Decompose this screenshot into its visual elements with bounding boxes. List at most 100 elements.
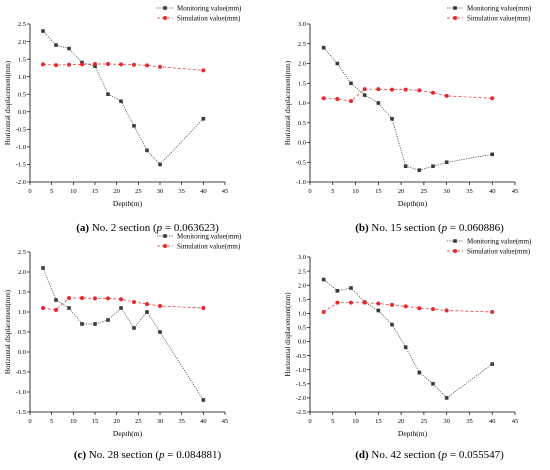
simulation-point <box>54 63 58 68</box>
caption-c-label: (c) <box>73 449 87 461</box>
x-tick-label: 40 <box>200 188 207 195</box>
simulation-point <box>376 301 381 306</box>
legend-simulation-marker <box>163 16 167 20</box>
x-tick-label: 20 <box>113 188 120 195</box>
monitoring-line <box>42 30 204 165</box>
legend-monitoring-marker <box>453 6 457 10</box>
simulation-point <box>362 87 367 92</box>
simulation-point <box>145 63 149 68</box>
y-tick-label: 0.5 <box>18 91 26 98</box>
simulation-line <box>323 302 493 313</box>
x-axis-label: Depth(m) <box>398 199 428 208</box>
x-tick-label: 35 <box>466 418 473 425</box>
caption-a-label: (a) <box>76 222 90 234</box>
monitoring-point <box>376 101 381 105</box>
monitoring-point <box>444 160 449 165</box>
x-tick-label: 15 <box>375 188 382 195</box>
y-tick-label: -1.5 <box>16 409 26 416</box>
x-tick-label: 5 <box>50 418 53 425</box>
x-tick-label: 35 <box>178 188 185 195</box>
x-axis-label: Depth(m) <box>398 429 428 438</box>
simulation-point <box>54 308 58 312</box>
monitoring-point <box>335 289 340 293</box>
x-tick-label: 40 <box>200 418 207 425</box>
y-tick-label: -1.5 <box>16 162 26 169</box>
legend-monitoring-marker <box>453 239 457 243</box>
y-tick-label: 2.5 <box>298 268 306 275</box>
monitoring-point <box>490 362 495 366</box>
monitoring-point <box>444 396 449 400</box>
y-tick-label: 1.0 <box>298 100 306 107</box>
y-tick-label: 2.5 <box>18 249 26 256</box>
monitoring-point <box>431 164 435 168</box>
x-tick-label: 40 <box>489 418 496 425</box>
caption-c-p: p <box>159 449 165 461</box>
x-tick-label: 25 <box>135 188 142 195</box>
simulation-point <box>321 309 326 314</box>
monitoring-point <box>132 326 136 330</box>
monitoring-line <box>323 279 493 399</box>
monitoring-point <box>490 152 495 157</box>
y-tick-label: 1.0 <box>18 74 26 81</box>
caption-b-label: (b) <box>355 222 369 234</box>
x-tick-label: 5 <box>331 418 334 425</box>
simulation-point <box>201 68 206 73</box>
simulation-point <box>321 96 326 101</box>
y-tick-label: 3.0 <box>298 21 306 28</box>
monitoring-point <box>321 277 326 282</box>
chart-panel-b: 0 5 10 15 20 25 30 35 40 45 -1.0 -0.5 0.0 0.5 1.0 1.5 2.… <box>284 5 532 209</box>
y-tick-label: 1.5 <box>18 289 26 296</box>
x-tick-label: 0 <box>308 188 311 195</box>
y-tick-label: -0.5 <box>296 353 306 360</box>
caption-a: (a) No. 2 section (p = 0.063623) <box>40 222 255 234</box>
monitoring-point <box>106 92 110 97</box>
y-axis-label: Horizontal displacement(mm) <box>284 292 292 377</box>
y-tick-label: 1.5 <box>298 296 306 303</box>
monitoring-point <box>54 298 58 302</box>
simulation-point <box>67 296 71 300</box>
monitoring-point <box>403 345 408 349</box>
y-tick-label: 0.5 <box>18 329 26 336</box>
simulation-point <box>349 300 353 305</box>
monitoring-point <box>119 99 123 104</box>
y-axis-label: Horizontal displacement(mm) <box>284 60 292 145</box>
y-tick-label: 0.5 <box>298 120 306 127</box>
x-tick-label: 40 <box>489 188 496 195</box>
caption-d-label: (d) <box>355 449 369 461</box>
y-tick-label: 2.0 <box>298 282 306 289</box>
x-tick-label: 15 <box>92 188 99 195</box>
y-tick-label: -0.5 <box>296 159 306 166</box>
monitoring-point <box>335 61 340 66</box>
y-tick-label: 1.5 <box>18 56 26 63</box>
y-tick-label: 2.5 <box>18 21 26 28</box>
monitoring-point <box>349 286 353 290</box>
legend-simulation-label: Simulation value(mm) <box>177 15 241 23</box>
x-tick-label: 10 <box>70 418 77 425</box>
legend-monitoring-marker <box>163 234 167 238</box>
monitoring-point <box>93 64 97 68</box>
simulation-point <box>362 300 367 305</box>
simulation-point <box>376 87 381 92</box>
y-tick-label: 1.5 <box>298 80 306 87</box>
monitoring-point <box>67 46 71 51</box>
monitoring-point <box>158 162 162 167</box>
simulation-line <box>323 88 493 102</box>
monitoring-line <box>42 267 204 401</box>
monitoring-point <box>132 124 136 128</box>
x-tick-label: 15 <box>375 418 382 425</box>
y-tick-label: -2.0 <box>296 395 306 402</box>
x-tick-label: 30 <box>157 188 164 195</box>
x-tick-label: 45 <box>222 188 229 195</box>
simulation-point <box>41 306 45 310</box>
monitoring-point <box>145 148 149 153</box>
x-tick-label: 0 <box>28 418 31 425</box>
caption-a-value: = 0.063623) <box>162 222 219 234</box>
caption-b-value: = 0.060886) <box>447 222 504 234</box>
simulation-point <box>490 309 495 314</box>
x-tick-label: 25 <box>421 188 428 195</box>
x-tick-label: 0 <box>28 188 31 195</box>
caption-c-text: No. 28 section ( <box>86 449 160 461</box>
caption-d-p: p <box>441 449 448 461</box>
simulation-point <box>403 87 408 92</box>
x-tick-label: 20 <box>398 188 405 195</box>
